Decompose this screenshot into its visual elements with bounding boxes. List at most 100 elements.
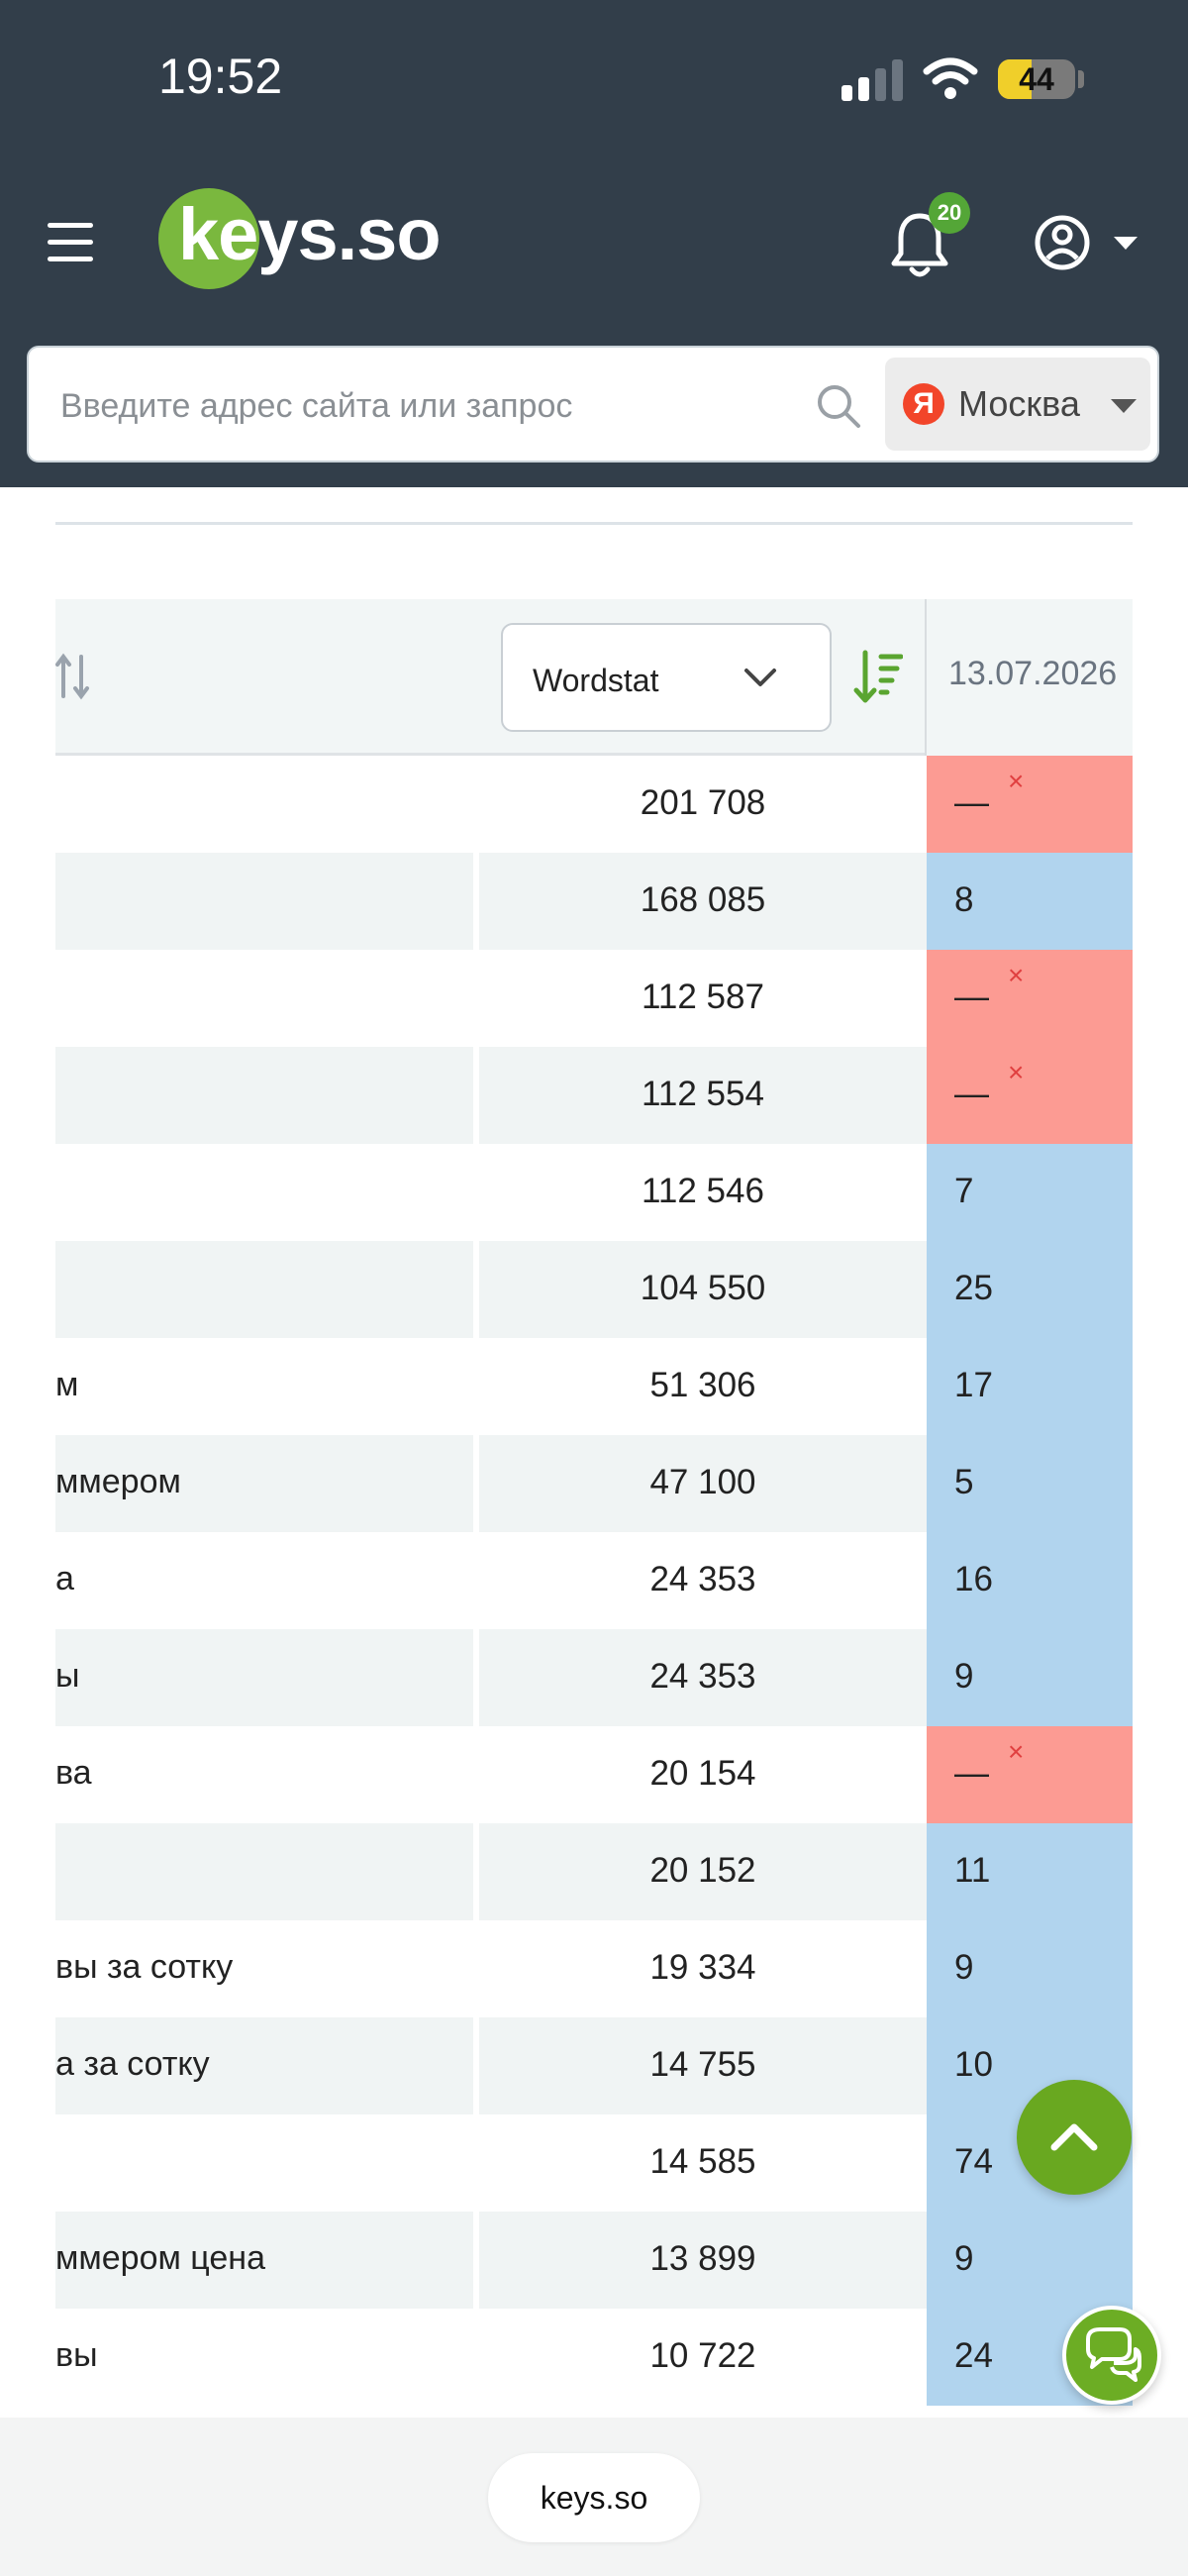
position-cell[interactable]: — × bbox=[927, 1047, 1133, 1144]
volume-source-select[interactable]: Wordstat bbox=[501, 623, 832, 732]
user-menu-button[interactable] bbox=[1033, 213, 1143, 272]
table-row[interactable]: ммером 47 100 5 bbox=[55, 1435, 1133, 1532]
menu-icon[interactable] bbox=[48, 223, 95, 262]
keyword-cell[interactable]: вы bbox=[55, 2336, 98, 2374]
chevron-up-icon bbox=[1050, 2123, 1098, 2151]
table-row[interactable]: 112 587— × bbox=[55, 950, 1133, 1047]
table-row[interactable]: вы 10 722 24 bbox=[55, 2309, 1133, 2406]
position-cell[interactable]: 8 bbox=[927, 853, 1133, 950]
keyword-cell[interactable]: ммером цена bbox=[55, 2239, 265, 2277]
cell-gap bbox=[473, 1338, 479, 1435]
volume-cell: 13 899 bbox=[649, 2239, 756, 2278]
not-ranked-icon: × bbox=[1008, 1736, 1025, 1767]
position-value: 9 bbox=[954, 1657, 974, 1696]
volume-cell: 20 152 bbox=[649, 1851, 756, 1890]
yandex-icon: Я bbox=[903, 383, 944, 425]
table-row[interactable]: вы за сотку 19 334 9 bbox=[55, 1920, 1133, 2017]
position-cell[interactable]: 16 bbox=[927, 1532, 1133, 1629]
search-input[interactable] bbox=[58, 377, 815, 435]
position-value: 10 bbox=[954, 2045, 993, 2084]
table-row[interactable]: 104 550 25 bbox=[55, 1241, 1133, 1338]
keys-so-logo[interactable]: keys.so bbox=[158, 186, 442, 295]
table-row[interactable]: а за сотку 14 755 10 bbox=[55, 2017, 1133, 2114]
not-ranked-icon: × bbox=[1008, 960, 1025, 990]
search-bar: Я Москва bbox=[27, 346, 1159, 463]
position-cell[interactable]: 17 bbox=[927, 1338, 1133, 1435]
table-row[interactable]: 201 708— × bbox=[55, 756, 1133, 853]
sort-descending-icon[interactable] bbox=[853, 649, 903, 706]
notifications-badge: 20 bbox=[929, 192, 970, 234]
position-cell[interactable]: — × bbox=[927, 756, 1133, 853]
table-row[interactable]: м 51 306 17 bbox=[55, 1338, 1133, 1435]
position-value: — bbox=[954, 1754, 989, 1793]
position-cell[interactable]: 5 bbox=[927, 1435, 1133, 1532]
position-value: — bbox=[954, 783, 989, 822]
battery-icon: 44 bbox=[998, 59, 1075, 99]
table-row[interactable]: ва 20 154— × bbox=[55, 1726, 1133, 1823]
cell-gap bbox=[473, 853, 479, 950]
keywords-table: Wordstat 13.07.2026 201 708— × 168 085 8 112… bbox=[55, 599, 1133, 2418]
position-cell[interactable]: — × bbox=[927, 1726, 1133, 1823]
position-cell[interactable]: 25 bbox=[927, 1241, 1133, 1338]
volume-cell: 104 550 bbox=[640, 1269, 766, 1307]
volume-cell: 14 755 bbox=[649, 2045, 756, 2084]
table-row[interactable]: ммером цена 13 899 9 bbox=[55, 2212, 1133, 2309]
volume-cell: 201 708 bbox=[640, 783, 766, 822]
cell-gap bbox=[473, 756, 479, 853]
volume-cell: 10 722 bbox=[649, 2336, 756, 2375]
volume-cell: 168 085 bbox=[640, 880, 766, 919]
battery-tip bbox=[1078, 70, 1084, 88]
chevron-down-icon bbox=[744, 669, 776, 686]
table-row[interactable]: ы 24 353 9 bbox=[55, 1629, 1133, 1726]
table-row[interactable]: а 24 353 16 bbox=[55, 1532, 1133, 1629]
cell-gap bbox=[473, 2114, 479, 2212]
position-cell[interactable]: 9 bbox=[927, 2212, 1133, 2309]
chat-button[interactable] bbox=[1062, 2306, 1161, 2405]
volume-cell: 20 154 bbox=[649, 1754, 756, 1793]
keyword-cell[interactable]: а bbox=[55, 1560, 74, 1597]
not-ranked-icon: × bbox=[1008, 766, 1025, 796]
table-row[interactable]: 168 085 8 bbox=[55, 853, 1133, 950]
cell-gap bbox=[473, 1435, 479, 1532]
divider bbox=[55, 522, 1133, 525]
table-row[interactable]: 112 546 7 bbox=[55, 1144, 1133, 1241]
cell-gap bbox=[473, 1144, 479, 1241]
position-cell[interactable]: 7 bbox=[927, 1144, 1133, 1241]
cell-gap bbox=[473, 2309, 479, 2406]
column-separator bbox=[925, 599, 927, 756]
position-value: 9 bbox=[954, 2239, 974, 2278]
position-value: 24 bbox=[954, 2336, 993, 2375]
position-cell[interactable]: 9 bbox=[927, 1629, 1133, 1726]
position-value: — bbox=[954, 1075, 989, 1113]
status-time: 19:52 bbox=[158, 49, 283, 104]
keyword-cell[interactable]: ммером bbox=[55, 1463, 181, 1500]
url-pill[interactable]: keys.so bbox=[488, 2453, 700, 2542]
keyword-cell[interactable]: вы за сотку bbox=[55, 1948, 234, 1986]
position-value: 9 bbox=[954, 1948, 974, 1987]
cell-gap bbox=[473, 950, 479, 1047]
position-cell[interactable]: 9 bbox=[927, 1920, 1133, 2017]
volume-cell: 24 353 bbox=[649, 1560, 756, 1598]
cell-gap bbox=[473, 1726, 479, 1823]
sort-arrows-icon[interactable] bbox=[55, 647, 95, 706]
date-column-header[interactable]: 13.07.2026 bbox=[927, 599, 1133, 756]
chat-bubbles-icon bbox=[1086, 2327, 1141, 2382]
table-row[interactable]: 20 152 11 bbox=[55, 1823, 1133, 1920]
position-value: 17 bbox=[954, 1366, 993, 1404]
scroll-to-top-button[interactable] bbox=[1017, 2080, 1132, 2195]
cell-gap bbox=[473, 1629, 479, 1726]
region-selector[interactable]: Я Москва bbox=[885, 358, 1150, 451]
keyword-cell[interactable]: ва bbox=[55, 1754, 92, 1792]
volume-source-label: Wordstat bbox=[533, 663, 659, 698]
keyword-cell[interactable]: м bbox=[55, 1366, 79, 1403]
search-icon[interactable] bbox=[816, 383, 861, 429]
keyword-cell[interactable]: а за сотку bbox=[55, 2045, 210, 2083]
cell-gap bbox=[473, 1823, 479, 1920]
position-cell[interactable]: — × bbox=[927, 950, 1133, 1047]
table-row[interactable]: 112 554— × bbox=[55, 1047, 1133, 1144]
table-row[interactable]: 14 585 74 bbox=[55, 2114, 1133, 2212]
position-cell[interactable]: 11 bbox=[927, 1823, 1133, 1920]
keyword-cell[interactable]: ы bbox=[55, 1657, 80, 1695]
position-value: 8 bbox=[954, 880, 974, 919]
position-value: 7 bbox=[954, 1172, 974, 1210]
